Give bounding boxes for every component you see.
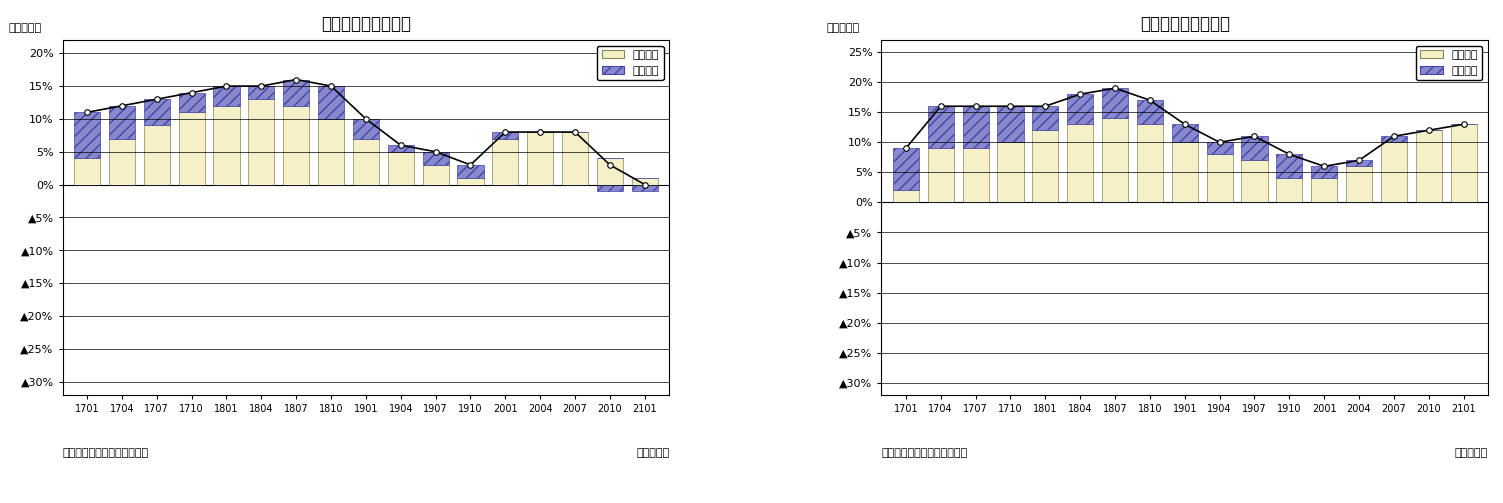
Bar bbox=[962, 148, 989, 202]
Bar bbox=[1276, 154, 1303, 179]
Legend: 数量要因, 価格要因: 数量要因, 価格要因 bbox=[1416, 46, 1482, 80]
Bar bbox=[1450, 124, 1476, 202]
Bar bbox=[927, 106, 954, 148]
Bar bbox=[74, 158, 101, 185]
Bar bbox=[1102, 118, 1129, 202]
Bar bbox=[319, 119, 344, 185]
Text: （資料）財務省「貿易統計」: （資料）財務省「貿易統計」 bbox=[881, 448, 968, 458]
Bar bbox=[248, 86, 275, 99]
Bar bbox=[597, 185, 624, 191]
Text: （前年比）: （前年比） bbox=[8, 23, 41, 33]
Bar bbox=[457, 178, 484, 185]
Title: 輸入金額の要因分解: 輸入金額の要因分解 bbox=[1139, 15, 1229, 33]
Bar bbox=[1311, 179, 1338, 202]
Bar bbox=[927, 148, 954, 202]
Bar bbox=[179, 93, 204, 112]
Bar bbox=[1276, 179, 1303, 202]
Bar bbox=[597, 158, 624, 185]
Bar bbox=[213, 86, 239, 106]
Bar bbox=[1172, 124, 1198, 142]
Bar bbox=[1241, 136, 1267, 160]
Bar bbox=[1033, 130, 1058, 202]
Bar bbox=[631, 178, 658, 185]
Bar bbox=[1136, 124, 1163, 202]
Bar bbox=[493, 132, 519, 139]
Bar bbox=[248, 99, 275, 185]
Bar bbox=[493, 139, 519, 185]
Bar bbox=[893, 190, 918, 202]
Bar bbox=[179, 112, 204, 185]
Bar bbox=[1067, 94, 1093, 124]
Bar bbox=[422, 152, 449, 165]
Text: （前年比）: （前年比） bbox=[827, 23, 860, 33]
Text: （資料）財務省「貿易統計」: （資料）財務省「貿易統計」 bbox=[63, 448, 149, 458]
Bar bbox=[528, 132, 553, 185]
Bar bbox=[562, 132, 588, 185]
Bar bbox=[74, 112, 101, 158]
Bar bbox=[388, 145, 413, 152]
Title: 輸出金額の要因分解: 輸出金額の要因分解 bbox=[322, 15, 410, 33]
Bar bbox=[213, 106, 239, 185]
Bar bbox=[457, 165, 484, 178]
Bar bbox=[144, 125, 170, 185]
Bar bbox=[1347, 160, 1372, 166]
Text: （年・月）: （年・月） bbox=[1455, 448, 1488, 458]
Bar bbox=[962, 106, 989, 148]
Bar bbox=[1067, 124, 1093, 202]
Text: （年・月）: （年・月） bbox=[636, 448, 669, 458]
Bar bbox=[1172, 142, 1198, 202]
Bar bbox=[283, 79, 310, 106]
Bar bbox=[353, 139, 379, 185]
Bar bbox=[893, 148, 918, 190]
Bar bbox=[1033, 106, 1058, 130]
Bar bbox=[1381, 136, 1407, 142]
Bar bbox=[1416, 130, 1441, 202]
Legend: 数量要因, 価格要因: 数量要因, 価格要因 bbox=[597, 46, 664, 80]
Bar bbox=[283, 106, 310, 185]
Bar bbox=[388, 152, 413, 185]
Bar bbox=[144, 99, 170, 125]
Bar bbox=[422, 165, 449, 185]
Bar bbox=[1311, 166, 1338, 179]
Bar bbox=[1347, 166, 1372, 202]
Bar bbox=[998, 142, 1024, 202]
Bar bbox=[998, 106, 1024, 142]
Bar bbox=[631, 185, 658, 191]
Bar bbox=[1136, 100, 1163, 124]
Bar bbox=[1207, 154, 1232, 202]
Bar bbox=[108, 106, 135, 139]
Bar bbox=[353, 119, 379, 139]
Bar bbox=[108, 139, 135, 185]
Bar bbox=[1381, 142, 1407, 202]
Bar bbox=[1102, 88, 1129, 118]
Bar bbox=[1241, 160, 1267, 202]
Bar bbox=[1207, 142, 1232, 154]
Bar bbox=[319, 86, 344, 119]
